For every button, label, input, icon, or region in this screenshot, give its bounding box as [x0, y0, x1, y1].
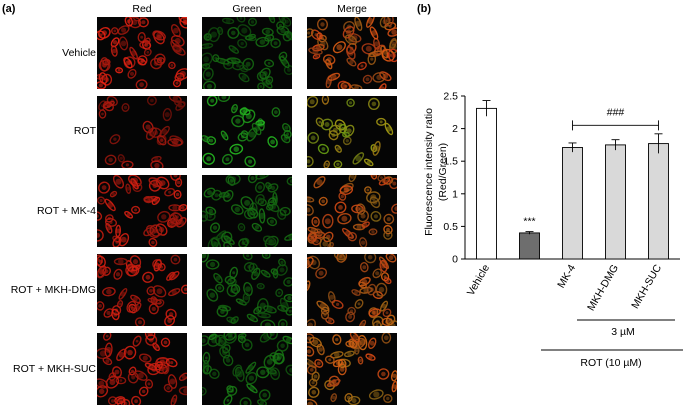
- row-label-vehicle: Vehicle: [2, 47, 96, 59]
- y-tick-label: 0: [452, 254, 458, 266]
- bar: [520, 233, 540, 259]
- column-header-red: Red: [97, 3, 187, 15]
- bar: [563, 148, 583, 259]
- micrograph-rot-mkh-dmg-merge: [307, 254, 397, 326]
- bar: [606, 145, 626, 259]
- row-label-rot: ROT: [2, 125, 96, 137]
- row-label-rot-mkh-suc: ROT + MKH-SUC: [2, 363, 96, 375]
- micrograph-rot-mk4-merge: [307, 175, 397, 247]
- y-tick-label: 1: [452, 188, 458, 200]
- micrograph-rot-mk4-red: [97, 175, 187, 247]
- micrograph-rot-red: [97, 96, 187, 168]
- panel-a-label: (a): [2, 3, 15, 15]
- row-label-rot-mk4: ROT + MK-4: [2, 205, 96, 217]
- micrograph-rot-mkh-dmg-green: [202, 254, 292, 326]
- y-tick-label: 2: [452, 123, 458, 135]
- x-tick-label: MK-4: [555, 262, 578, 290]
- micrograph-rot-merge: [307, 96, 397, 168]
- y-tick-label: 0.5: [443, 221, 458, 233]
- significance-annotation: ###: [607, 106, 625, 118]
- micrograph-rot-mkh-suc-red: [97, 333, 187, 405]
- y-tick-label: 2.5: [443, 91, 458, 103]
- micrograph-vehicle-merge: [307, 17, 397, 89]
- micrograph-rot-mk4-green: [202, 175, 292, 247]
- significance-annotation: ***: [523, 216, 535, 228]
- group-label-rot: ROT (10 µM): [580, 357, 641, 369]
- row-label-rot-mkh-dmg: ROT + MKH-DMG: [2, 284, 96, 296]
- column-header-merge: Merge: [307, 3, 397, 15]
- micrograph-rot-mkh-dmg-red: [97, 254, 187, 326]
- x-tick-label: MKH-DMG: [585, 263, 621, 313]
- x-tick-label: Vehicle: [465, 262, 492, 297]
- bar: [649, 144, 669, 259]
- x-tick-label: MKH-SUC: [629, 262, 664, 311]
- micrograph-vehicle-red: [97, 17, 187, 89]
- bar: [477, 108, 497, 259]
- column-header-green: Green: [202, 3, 292, 15]
- micrograph-vehicle-green: [202, 17, 292, 89]
- y-axis-label-line1: Fluorescence intensity ratio: [423, 108, 435, 236]
- micrograph-rot-mkh-suc-green: [202, 333, 292, 405]
- y-axis-label-line2: (Red/Green): [437, 143, 449, 201]
- micrograph-rot-mkh-suc-merge: [307, 333, 397, 405]
- micrograph-rot-green: [202, 96, 292, 168]
- group-label-3um: 3 µM: [611, 326, 635, 338]
